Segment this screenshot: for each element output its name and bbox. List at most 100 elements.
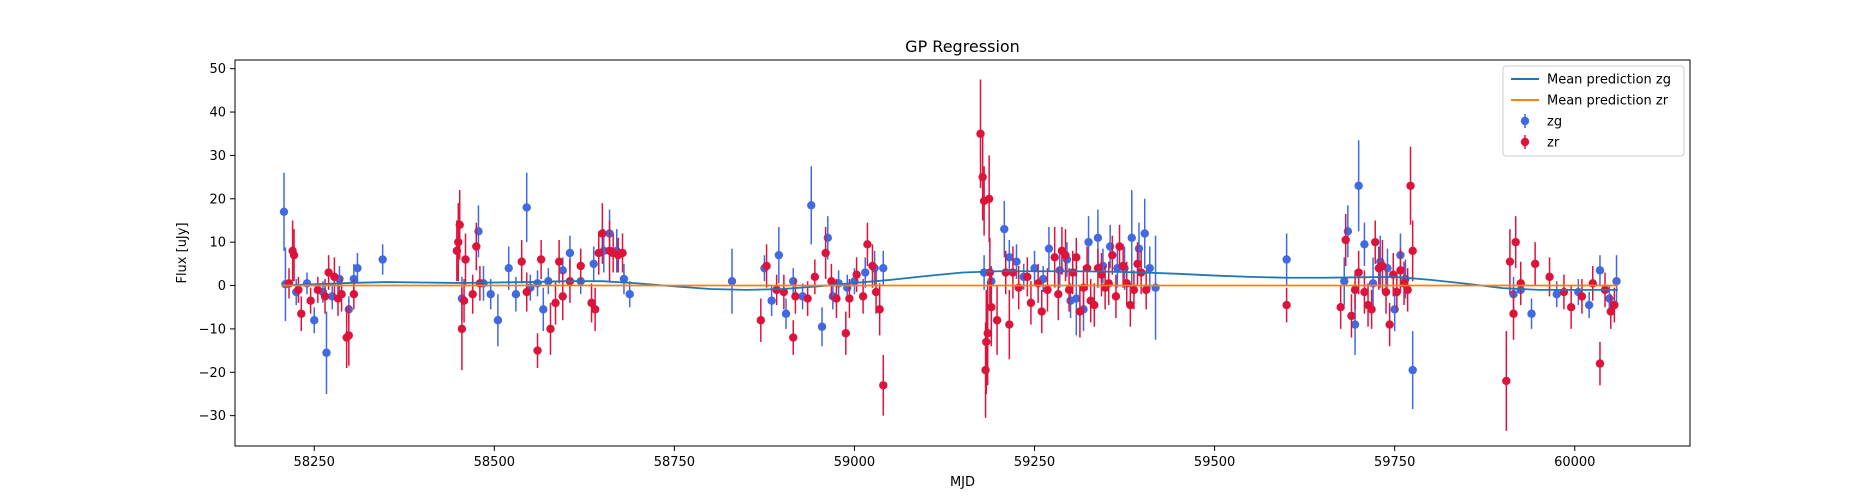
- zr-point: [536, 255, 546, 264]
- zr-point: [324, 268, 333, 277]
- zg-point: [1340, 276, 1349, 286]
- legend-label-mean-zr: Mean prediction zr: [1547, 94, 1669, 109]
- zr-point: [1097, 270, 1106, 279]
- zr-point: [1545, 272, 1554, 282]
- zr-point: [554, 257, 564, 266]
- x-tick-label: 59500: [1194, 455, 1235, 470]
- zr-point: [1354, 268, 1363, 277]
- zg-point: [789, 276, 798, 286]
- zg-point: [322, 348, 331, 357]
- zr-point: [983, 329, 992, 338]
- zr-point: [1610, 300, 1619, 310]
- zg-point: [1145, 263, 1154, 273]
- zr-point: [533, 346, 542, 355]
- zg-point: [558, 266, 567, 275]
- x-tick-label: 58750: [654, 455, 695, 470]
- zr-point: [1141, 285, 1151, 295]
- zg-point: [1140, 229, 1149, 238]
- zr-point: [756, 316, 766, 325]
- zr-point: [1118, 261, 1128, 271]
- zr-point: [522, 287, 531, 297]
- zr-point: [546, 324, 555, 334]
- zg-point: [310, 316, 319, 325]
- zg-point: [1005, 253, 1014, 262]
- zr-point: [1090, 300, 1099, 310]
- x-tick-label: 59000: [834, 455, 875, 470]
- zr-point: [992, 316, 1002, 325]
- zr-point: [313, 285, 323, 295]
- zr-point: [868, 261, 877, 271]
- zr-point: [1001, 268, 1010, 277]
- plot-area: [279, 79, 1621, 431]
- zr-point: [858, 292, 868, 301]
- zr-point: [1381, 287, 1391, 297]
- zg-point: [1093, 233, 1103, 243]
- zg-point: [1030, 263, 1039, 273]
- zr-point: [779, 287, 789, 297]
- zr-point: [1008, 268, 1018, 277]
- zr-point: [1282, 300, 1291, 310]
- zr-point: [987, 303, 996, 312]
- zg-point: [279, 207, 289, 216]
- zg-point: [378, 255, 387, 264]
- zr-point: [871, 287, 881, 297]
- legend-label-mean-zg: Mean prediction zg: [1547, 73, 1671, 88]
- zg-point: [1552, 290, 1561, 299]
- x-tick-label: 58250: [294, 455, 335, 470]
- zg-point: [493, 316, 503, 325]
- chart-title: GP Regression: [905, 37, 1020, 56]
- legend-label-zr: zr: [1547, 136, 1560, 151]
- zr-point: [789, 333, 798, 342]
- zg-point: [1360, 240, 1369, 249]
- zr-point: [982, 337, 991, 347]
- zr-point: [1050, 253, 1059, 262]
- x-tick-label: 58500: [474, 455, 515, 470]
- y-tick-label: −10: [199, 322, 226, 337]
- zr-point: [337, 290, 346, 299]
- zg-point: [727, 276, 737, 286]
- zr-point: [1406, 181, 1415, 190]
- zr-point: [454, 237, 463, 247]
- zr-point: [845, 294, 854, 303]
- zg-point: [353, 263, 362, 273]
- zr-point: [1111, 292, 1121, 301]
- zr-point: [461, 255, 470, 264]
- zr-point: [762, 261, 771, 271]
- zg-point: [589, 259, 598, 269]
- zr-point: [289, 250, 299, 260]
- zg-point: [619, 274, 629, 284]
- x-axis-title: MJD: [950, 475, 975, 490]
- zr-point: [1026, 298, 1036, 308]
- x-tick-label: 60000: [1554, 455, 1595, 470]
- zr-point: [590, 305, 600, 314]
- zr-point: [1371, 237, 1380, 247]
- zr-point: [1566, 303, 1576, 312]
- y-tick-label: −30: [199, 409, 226, 424]
- zr-point: [344, 331, 354, 340]
- zr-point: [1577, 292, 1587, 301]
- zg-point: [1408, 365, 1417, 375]
- zg-point: [625, 290, 634, 299]
- zr-point: [306, 296, 315, 305]
- zr-point: [1378, 261, 1387, 271]
- zr-point: [1360, 287, 1369, 297]
- zg-point: [1084, 237, 1093, 247]
- y-tick-label: 10: [209, 236, 226, 251]
- zr-point: [1502, 376, 1511, 386]
- zr-point: [827, 276, 836, 286]
- zr-point: [832, 294, 841, 303]
- zr-point: [1005, 320, 1014, 329]
- zr-point: [1093, 263, 1103, 273]
- zr-point: [1408, 246, 1417, 256]
- zr-point: [1367, 305, 1376, 314]
- zr-point: [297, 309, 306, 318]
- zg-point: [823, 233, 833, 243]
- zr-point: [1064, 285, 1074, 295]
- zr-point: [1530, 259, 1540, 269]
- zg-point: [1584, 300, 1594, 310]
- zr-point: [1505, 257, 1515, 266]
- zg-point: [511, 290, 521, 299]
- zr-point: [1133, 259, 1142, 269]
- zg-point: [565, 248, 575, 258]
- zr-point: [468, 290, 477, 299]
